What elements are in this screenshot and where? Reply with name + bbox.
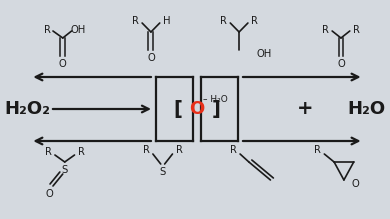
Text: R: R <box>176 145 183 155</box>
Text: S: S <box>160 167 166 177</box>
Text: R: R <box>220 16 227 26</box>
Text: R: R <box>230 145 237 155</box>
Text: OH: OH <box>71 25 86 35</box>
Text: S: S <box>62 165 68 175</box>
Text: R: R <box>353 25 360 35</box>
Text: [: [ <box>173 99 182 118</box>
Text: R: R <box>44 147 51 157</box>
Text: R: R <box>132 16 139 26</box>
Text: R: R <box>251 16 258 26</box>
Text: O: O <box>147 53 155 63</box>
Text: O: O <box>59 59 67 69</box>
Text: +: + <box>296 99 313 118</box>
Text: R: R <box>78 147 85 157</box>
Text: O: O <box>45 189 53 199</box>
Text: R: R <box>314 145 321 155</box>
Text: O: O <box>189 100 205 118</box>
Text: H₂O: H₂O <box>347 100 385 118</box>
Text: H₂O₂: H₂O₂ <box>5 100 50 118</box>
Text: R: R <box>44 25 51 35</box>
Text: OH: OH <box>257 49 272 59</box>
Text: – H₂O: – H₂O <box>203 95 228 104</box>
Text: O: O <box>337 59 345 69</box>
Text: R: R <box>322 25 329 35</box>
Text: ]: ] <box>212 99 221 118</box>
Text: H: H <box>163 16 170 26</box>
Text: R: R <box>143 145 149 155</box>
Text: O: O <box>352 179 360 189</box>
